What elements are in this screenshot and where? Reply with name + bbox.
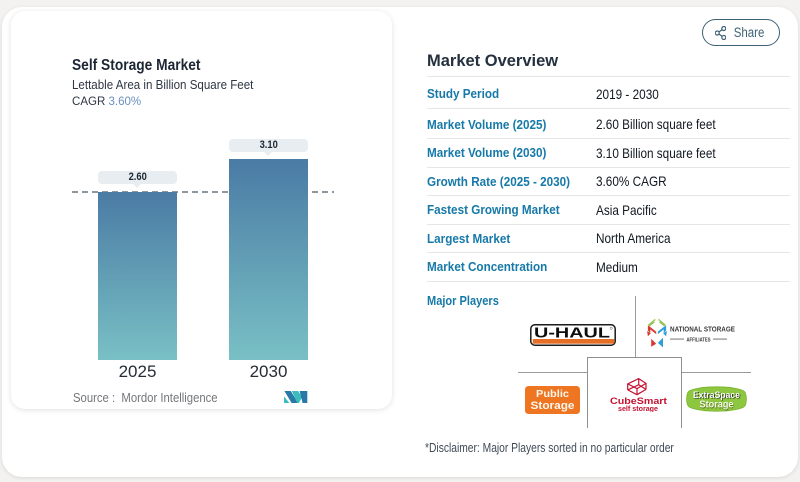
svg-text:Storage: Storage — [700, 399, 734, 411]
svg-text:ExtraSpace: ExtraSpace — [693, 390, 740, 401]
svg-text:NATIONAL STORAGE: NATIONAL STORAGE — [670, 325, 735, 334]
svg-text:CubeSmart: CubeSmart — [610, 396, 668, 407]
svg-text:AFFILIATES: AFFILIATES — [687, 337, 711, 343]
svg-text:Storage: Storage — [531, 400, 575, 412]
svg-text:Public: Public — [536, 388, 569, 400]
svg-text:U-HAUL: U-HAUL — [534, 325, 610, 342]
svg-text:Storage: Storage — [700, 399, 734, 411]
svg-text:self storage: self storage — [618, 406, 658, 412]
svg-text:ExtraSpace: ExtraSpace — [694, 391, 741, 402]
